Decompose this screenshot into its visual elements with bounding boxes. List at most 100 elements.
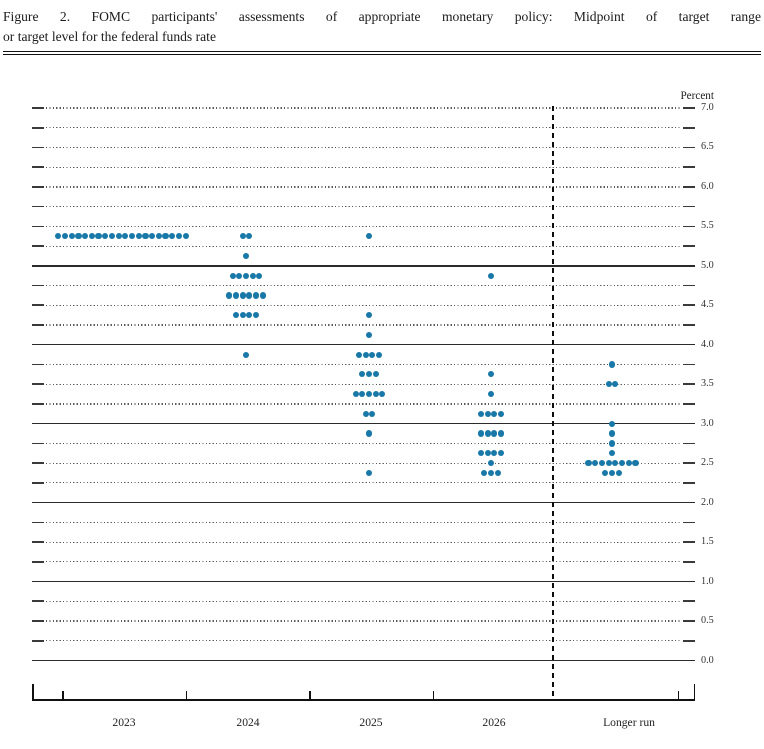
gridline-solid-2.00 [32, 501, 695, 504]
y-tick-label-1.5: 1.5 [701, 536, 714, 548]
gridline-right-tick-7.00 [683, 107, 695, 109]
projection-dot-2025-3.875 [355, 351, 363, 358]
projection-dot-2025-3.375 [359, 391, 366, 398]
gridline-left-tick-6.50 [32, 146, 44, 149]
projection-dot-longer-run-2.375 [615, 469, 622, 477]
projection-dot-2025-5.375 [365, 233, 373, 240]
projection-dot-2025-3.875 [375, 351, 383, 358]
projection-dot-2025-3.125 [362, 410, 369, 417]
projection-dot-longer-run-2.5 [632, 460, 639, 467]
projection-dot-2024-4.375 [232, 312, 240, 319]
projection-dot-2026-3.125 [491, 410, 498, 417]
gridline-right-tick-3.50 [683, 383, 695, 386]
gridline-right-tick-3.25 [683, 403, 695, 405]
gridline-right-tick-4.75 [683, 284, 695, 287]
gridline-right-tick-2.25 [683, 482, 695, 484]
gridline-dotted-6.00 [46, 186, 681, 188]
gridline-left-tick-4.25 [32, 324, 44, 326]
projection-dot-2024-5.375 [239, 233, 246, 240]
projection-dot-longer-run-3.5 [612, 381, 619, 388]
projection-dot-2024-5.125 [242, 252, 250, 260]
projection-dot-2025-3.375 [379, 391, 386, 398]
gridline-left-tick-3.50 [32, 383, 44, 386]
gridline-dotted-5.75 [46, 206, 681, 208]
figure-title-line2: or target level for the federal funds ra… [3, 29, 216, 44]
projection-dot-2025-2.875 [365, 430, 373, 437]
projection-dot-2025-3.875 [369, 351, 376, 358]
projection-dot-2026-2.875 [477, 430, 485, 437]
projection-dot-2025-2.375 [365, 469, 373, 477]
gridline-dotted-3.25 [46, 403, 681, 405]
projection-dot-2026-2.625 [497, 450, 505, 457]
gridline-right-tick-0.50 [683, 620, 695, 622]
projection-dot-2024-4.625 [259, 292, 266, 299]
gridline-left-tick-0.50 [32, 620, 44, 622]
projection-dot-2025-3.375 [365, 391, 373, 398]
gridline-dotted-2.50 [46, 462, 681, 464]
gridline-right-tick-1.50 [683, 541, 695, 543]
gridline-right-tick-6.75 [683, 126, 695, 129]
projection-dot-2023-5.375 [175, 233, 183, 240]
x-category-label-longer-run: Longer run [603, 716, 655, 729]
projection-dot-2026-2.375 [494, 469, 501, 477]
projection-dot-2023-5.375 [61, 233, 69, 240]
gridline-right-tick-2.75 [683, 442, 695, 445]
projection-dot-2023-5.375 [169, 233, 176, 240]
figure-title: Figure 2. FOMC participants' assessments… [3, 7, 761, 47]
projection-dot-longer-run-2.75 [608, 440, 616, 447]
projection-dot-2024-5.375 [246, 233, 253, 240]
y-tick-label-7.0: 7.0 [701, 102, 714, 113]
y-tick-label-5.5: 5.5 [701, 220, 714, 232]
x-axis-tick-2 [185, 691, 188, 699]
projection-dot-2026-2.5 [487, 460, 495, 467]
projection-dot-2023-5.375 [95, 233, 102, 240]
gridline-right-tick-0.25 [683, 639, 695, 642]
projection-dot-longer-run-2.5 [618, 460, 626, 467]
projection-dot-2023-5.375 [108, 233, 116, 240]
projection-dot-2024-4.875 [236, 272, 243, 279]
projection-dot-longer-run-2.5 [592, 460, 599, 467]
projection-dot-2023-5.375 [149, 233, 156, 240]
projection-dot-2025-3.625 [359, 371, 366, 378]
y-tick-label-2.0: 2.0 [701, 496, 714, 508]
x-category-label-2026: 2026 [482, 716, 506, 729]
y-tick-label-1.0: 1.0 [701, 575, 714, 587]
gridline-right-tick-5.25 [683, 245, 695, 247]
projection-dot-longer-run-2.375 [602, 469, 609, 477]
projection-dot-longer-run-2.5 [585, 460, 592, 467]
y-tick-label-4.0: 4.0 [701, 338, 714, 350]
x-category-label-2024: 2024 [236, 716, 260, 729]
projection-dot-longer-run-3 [608, 420, 616, 427]
gridline-right-tick-4.25 [683, 324, 695, 326]
x-axis-tick-3 [309, 691, 311, 699]
projection-dot-2023-5.375 [182, 233, 189, 240]
gridline-dotted-3.50 [46, 383, 681, 385]
projection-dot-2026-2.375 [487, 469, 495, 477]
projection-dot-2026-2.625 [491, 450, 498, 457]
gridline-left-tick-3.25 [32, 403, 44, 405]
projection-dot-2026-3.125 [477, 410, 485, 417]
y-tick-label-6.5: 6.5 [701, 141, 714, 153]
projection-dot-longer-run-2.5 [625, 460, 632, 467]
projection-dot-2023-5.375 [82, 233, 89, 240]
gridline-left-tick-5.75 [32, 205, 44, 208]
gridline-left-tick-6.25 [32, 166, 44, 169]
projection-dot-2024-4.625 [239, 292, 246, 299]
projection-dot-2024-4.375 [239, 312, 246, 319]
projection-dot-2026-2.625 [477, 450, 485, 457]
projection-dot-2025-3.375 [352, 391, 359, 398]
projection-dot-2025-4.125 [365, 331, 373, 338]
x-axis-tick-4 [432, 691, 435, 699]
projection-dot-2026-3.625 [487, 371, 495, 378]
x-category-label-2025: 2025 [359, 716, 383, 729]
projection-dot-2026-3.125 [497, 410, 505, 417]
gridline-dotted-0.25 [46, 640, 681, 642]
gridline-left-tick-6.75 [32, 126, 44, 129]
gridline-left-tick-0.75 [32, 600, 44, 603]
projection-dot-2023-5.375 [142, 233, 149, 240]
gridline-left-tick-4.50 [32, 304, 44, 307]
projection-dot-longer-run-2.625 [608, 450, 616, 457]
y-tick-label-3.5: 3.5 [701, 378, 714, 390]
